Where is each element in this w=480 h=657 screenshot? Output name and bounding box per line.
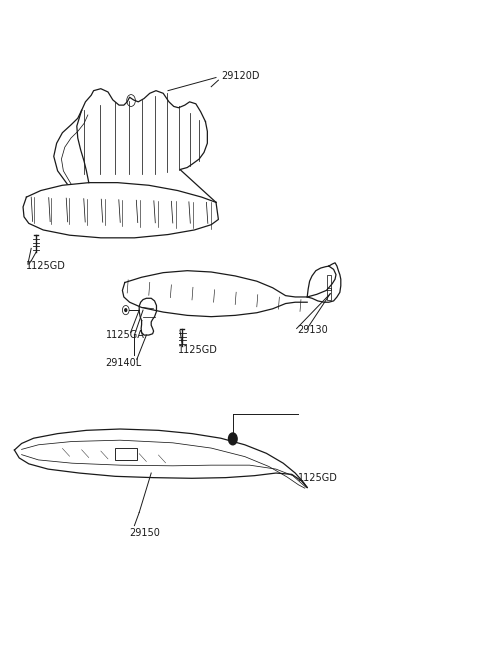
Text: 1125GA: 1125GA xyxy=(106,330,144,340)
Circle shape xyxy=(125,309,127,311)
Text: 1125GD: 1125GD xyxy=(298,473,337,484)
Text: 29150: 29150 xyxy=(130,528,160,539)
Bar xyxy=(327,275,331,290)
Text: 29140L: 29140L xyxy=(106,357,142,368)
Bar xyxy=(115,448,137,460)
Text: 1125GD: 1125GD xyxy=(178,344,217,355)
Text: 29130: 29130 xyxy=(298,325,328,335)
Text: 29120D: 29120D xyxy=(221,70,259,81)
Text: 1125GD: 1125GD xyxy=(26,261,66,271)
Bar xyxy=(327,288,331,300)
Circle shape xyxy=(228,433,237,445)
